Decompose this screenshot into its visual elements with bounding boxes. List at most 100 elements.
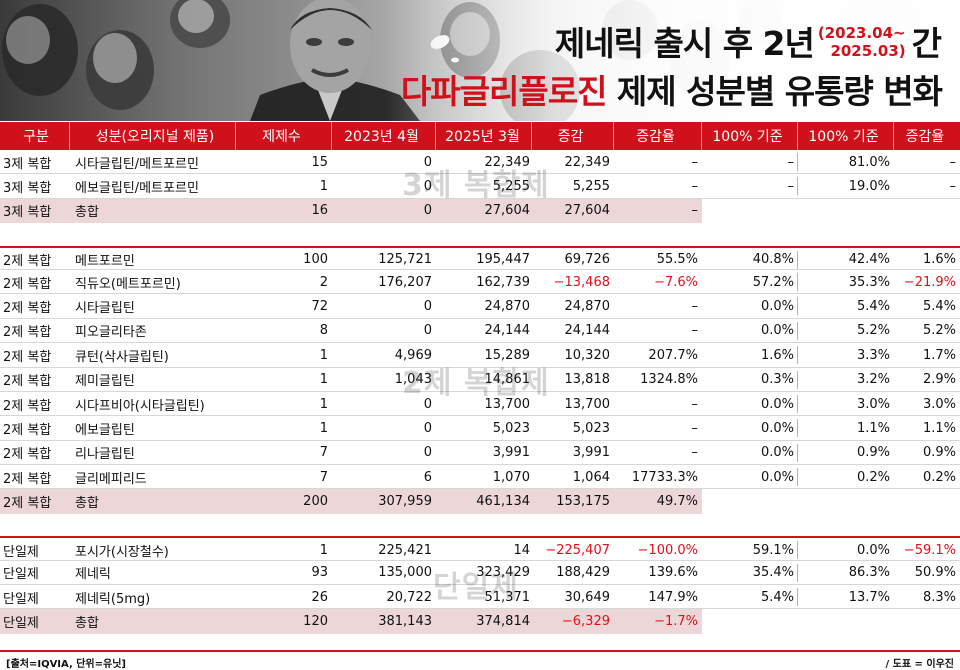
group-spacer [0,223,960,245]
cell-mar25: 22,349 [484,154,531,170]
col-header-count: 제제수 [236,122,332,150]
cell-count: 1 [319,347,328,363]
cell-b25 [798,198,894,224]
cell-count: 15 [311,154,328,170]
cell-mar25: 14 [513,542,530,558]
cell-apr23: 0 [423,154,432,170]
column-divider [797,321,798,340]
cell-rate: – [691,179,699,195]
column-divider [797,272,798,291]
title-line-1: 제네릭 출시 후 2년 (2023.04~ 2025.03) 간 [555,22,942,66]
period-bottom: 2025.03) [830,42,906,60]
cell-brate: 3.0% [922,396,956,412]
cell-apr23: 307,959 [378,494,432,510]
cell-mar25: 323,429 [476,565,530,581]
cell-rate: 49.7% [656,494,698,510]
cell-apr23: 0 [423,420,432,436]
table-total-row: 3제 복합 총합 16 0 27,604 27,604 – [0,198,960,224]
title-subject: 제제 성분별 유통량 변화 [606,72,943,111]
cell-cat: 2제 복합 [3,374,52,390]
cell-b23 [702,198,798,224]
table-row: 단일제 제네릭(5mg) 26 20,722 51,371 30,649 147.9% 5.4… [0,585,960,610]
cell-mar25: 162,739 [476,274,530,290]
cell-chg: 24,870 [564,299,611,315]
footer: [출처=IQVIA, 단위=유닛] / 도표 = 이우진 [0,650,960,670]
cell-b23: 57.2% [752,274,794,290]
cell-apr23: 381,143 [378,614,432,630]
cell-b23: 0.0% [760,396,794,412]
cell-cat: 단일제 [3,544,39,560]
cell-chg: 5,023 [572,420,610,436]
cell-name: 메트포르민 [75,254,135,270]
cell-b23: 1.6% [760,347,794,363]
cell-b25: 35.3% [848,274,890,290]
table-total-row: 단일제 총합 120 381,143 374,814 −6,329 −1.7% [0,609,960,634]
table-total-row: 2제 복합 총합 200 307,959 461,134 153,175 49.7% [0,489,960,514]
cell-brate: −21.9% [903,274,956,290]
cell-name: 총합 [75,496,99,512]
data-table: 구분 성분(오리지널 제품) 제제수 2023년 4월 2025년 3월 증감 … [0,122,960,634]
cell-cat: 2제 복합 [3,496,52,512]
cell-chg: 188,429 [556,565,610,581]
col-header-change-rate: 증감율 [614,122,702,150]
cell-rate: – [691,323,699,339]
table-row: 단일제 제네릭 93 135,000 323,429 188,429 139.6% 35.4%… [0,561,960,586]
table-row: 단일제 포시가(시장철수) 1 225,421 14 −225,407 −100.0% 59.… [0,536,960,561]
cell-mar25: 5,255 [492,179,530,195]
cell-cat: 3제 복합 [3,205,52,221]
cell-rate: – [691,420,699,436]
column-divider [797,443,798,462]
cell-b23: 5.4% [760,589,794,605]
cell-apr23: 20,722 [386,589,433,605]
cell-brate: – [949,154,957,170]
cell-chg: 13,818 [564,372,611,388]
cell-cat: 3제 복합 [3,181,52,197]
table-row: 2제 복합 시타글립틴 72 0 24,870 24,870 – 0.0% 5.4% 5.4% [0,294,960,319]
cell-brate: −59.1% [903,542,956,558]
table-row: 2제 복합 제미글립틴 1 1,043 14,861 13,818 1324.8% 0.3% 3… [0,368,960,392]
cell-name: 피오글리타존 [75,325,147,341]
table-row: 3제 복합 에보글립틴/메트포르민 1 0 5,255 5,255 – – 19.0% – [0,174,960,199]
title-line-2: 다파글리플로진 제제 성분별 유통량 변화 [400,70,943,114]
cell-name: 제미글립틴 [75,374,135,390]
cell-b25 [798,489,894,514]
table-row: 2제 복합 큐턴(삭사글립틴) 1 4,969 15,289 10,320 207.7% 1.… [0,343,960,368]
cell-chg: −6,329 [561,614,610,630]
cell-count: 200 [303,494,328,510]
column-divider [797,394,798,413]
table-row: 2제 복합 에보글립틴 1 0 5,023 5,023 – 0.0% 1.1% 1.1% [0,416,960,441]
cell-b25: 3.2% [856,372,890,388]
cell-apr23: 0 [423,299,432,315]
cell-b23: 0.0% [760,299,794,315]
cell-b23: – [787,154,795,170]
cell-b25: 0.2% [856,469,890,485]
cell-name: 에보글립틴 [75,422,135,438]
cell-cat: 2제 복합 [3,301,52,317]
cell-name: 시타글립틴 [75,301,135,317]
cell-mar25: 374,814 [476,614,530,630]
table-row: 2제 복합 글리메피리드 7 6 1,070 1,064 17733.3% 0.0% 0.2% 0… [0,465,960,490]
cell-count: 1 [319,420,328,436]
cell-b23: 59.1% [752,542,794,558]
cell-count: 1 [319,372,328,388]
cell-cat: 2제 복합 [3,254,52,270]
cell-cat: 단일제 [3,567,39,583]
cell-count: 93 [311,565,328,581]
cell-brate: 2.9% [922,372,956,388]
cell-count: 26 [311,589,328,605]
cell-apr23: 176,207 [378,274,432,290]
cell-brate: 5.4% [922,299,956,315]
cell-count: 1 [319,179,328,195]
cell-b25 [798,609,894,634]
cell-b25: 19.0% [848,179,890,195]
cell-apr23: 0 [423,179,432,195]
title-drug-name: 다파글리플로진 [400,72,608,111]
cell-chg: 27,604 [564,203,611,219]
col-header-2023-apr: 2023년 4월 [332,122,436,150]
cell-b23 [702,609,798,634]
column-divider [797,153,798,171]
cell-rate: 55.5% [656,252,698,268]
cell-mar25: 27,604 [484,203,531,219]
cell-name: 큐턴(삭사글립틴) [75,349,169,365]
col-header-change: 증감 [532,122,614,150]
